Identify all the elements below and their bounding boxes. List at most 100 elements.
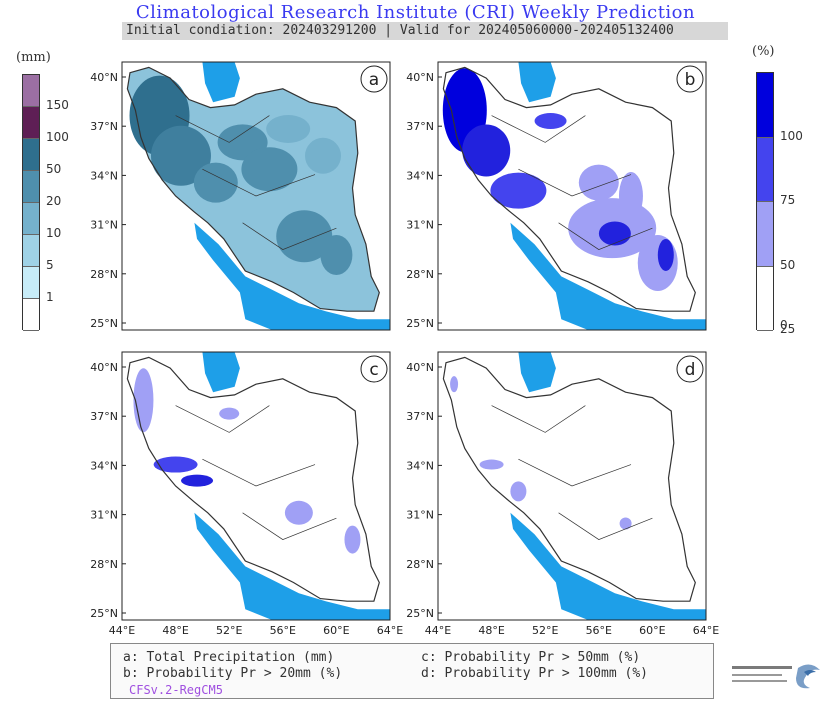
province-border — [491, 405, 586, 433]
lat-tick-label: 28°N — [90, 268, 118, 281]
colorbar-tick-label: 5 — [46, 258, 54, 272]
iran-border — [126, 356, 380, 602]
subtitle-bar: Initial condiation: 202403291200 | Valid… — [122, 22, 728, 40]
subtitle-text: Initial condiation: 202403291200 | Valid… — [126, 23, 674, 38]
probability-blob — [462, 124, 511, 177]
lat-tick-label: 40°N — [90, 71, 118, 84]
lat-tick-label: 40°N — [406, 71, 434, 84]
colorbar-left-unit: (mm) — [16, 50, 51, 65]
legend-box: a: Total Precipitation (mm) b: Probabili… — [110, 643, 714, 699]
probability-blob — [619, 517, 632, 530]
probability-blob — [657, 238, 674, 271]
lat-tick-label: 31°N — [406, 219, 434, 232]
map-frame — [437, 351, 707, 621]
lon-tick-label: 56°E — [270, 624, 296, 637]
lon-tick-label: 52°E — [532, 624, 558, 637]
legend-item-c: c: Probability Pr > 50mm (%) — [421, 650, 641, 665]
map-panel-d: d 40°N 37°N 34°N 31°N 28°N 25°N 44°E 48°E 52°E 56°… — [406, 351, 719, 637]
panel-label: c — [369, 360, 378, 380]
precip-blob — [150, 125, 211, 186]
lon-tick-label: 44°E — [109, 624, 135, 637]
lat-tick-label: 25°N — [90, 607, 118, 620]
lat-tick-label: 31°N — [90, 219, 118, 232]
precip-blob — [266, 115, 311, 143]
province-border — [175, 405, 270, 433]
province-border — [242, 512, 337, 540]
lon-tick-label: 60°E — [639, 624, 665, 637]
colorbar-segment — [23, 75, 39, 107]
iran-border — [442, 356, 696, 602]
map-panel-b: b 40°N 37°N 34°N 31°N 28°N 25°N — [406, 61, 707, 331]
lon-tick-label: 44°E — [425, 624, 451, 637]
precip-blob — [276, 210, 333, 263]
colorbar-segment — [23, 171, 39, 203]
caspian-sea — [518, 352, 556, 393]
lat-tick-label: 40°N — [90, 361, 118, 374]
probability-blob — [284, 500, 313, 525]
colorbar-tick-label: 150 — [46, 98, 69, 112]
probability-blob — [479, 459, 504, 470]
legend-item-a: a: Total Precipitation (mm) — [123, 650, 335, 665]
persian-gulf — [510, 512, 706, 620]
lon-tick-label: 48°E — [478, 624, 504, 637]
caspian-sea — [202, 352, 240, 393]
lat-tick-label: 37°N — [406, 120, 434, 133]
province-border — [558, 222, 653, 250]
lon-tick-label: 56°E — [586, 624, 612, 637]
panel-label-circle — [676, 65, 704, 93]
lat-tick-label: 34°N — [90, 169, 118, 182]
probability-blob — [490, 172, 547, 209]
precip-blob — [193, 162, 238, 203]
iran-border — [442, 66, 696, 312]
colorbar-tick-label: 0 — [780, 318, 788, 332]
probability-blob — [534, 112, 567, 129]
lon-tick-label: 48°E — [162, 624, 188, 637]
colorbar-left — [22, 74, 40, 331]
colorbar-segment — [23, 299, 39, 331]
page-title: Climatological Research Institute (CRI) … — [135, 2, 696, 23]
caspian-sea — [202, 62, 240, 103]
probability-blob — [181, 474, 214, 487]
panel-label: b — [685, 70, 696, 90]
panel-label-circle — [676, 355, 704, 383]
probability-blob — [450, 376, 459, 393]
lon-tick-label: 60°E — [323, 624, 349, 637]
colorbar-segment — [757, 266, 773, 331]
map-figure: a 40°N 37°N 34°N 31°N 28°N 25°N b 40°N 37°N 34°N 31… — [90, 61, 719, 637]
lat-tick-label: 28°N — [406, 268, 434, 281]
colorbar-tick-label: 75 — [780, 193, 796, 207]
caspian-sea — [518, 62, 556, 103]
lat-tick-label: 34°N — [90, 459, 118, 472]
panel-label-circle — [360, 65, 388, 93]
colorbar-right-unit: (%) — [752, 44, 775, 59]
legend-item-d: d: Probability Pr > 100mm (%) — [421, 666, 648, 681]
lon-tick-label: 64°E — [693, 624, 719, 637]
model-name: CFSv.2-RegCM5 — [129, 683, 223, 697]
lon-tick-label: 52°E — [216, 624, 242, 637]
lat-tick-label: 37°N — [90, 120, 118, 133]
colorbar-segment — [23, 139, 39, 171]
colorbar-tick-label: 50 — [46, 162, 62, 176]
colorbar-tick-label: 50 — [780, 257, 796, 272]
panel-label: d — [685, 360, 696, 380]
colorbar-tick-label: 100 — [780, 128, 803, 143]
lat-tick-label: 28°N — [90, 558, 118, 571]
persian-gulf — [194, 222, 390, 330]
lat-tick-label: 34°N — [406, 169, 434, 182]
lat-tick-label: 25°N — [406, 607, 434, 620]
colorbar-segment — [23, 267, 39, 299]
legend-item-b: b: Probability Pr > 20mm (%) — [123, 666, 343, 681]
colorbar-segment — [757, 137, 773, 202]
colorbar-tick-label: 20 — [46, 194, 62, 208]
lat-tick-label: 31°N — [406, 509, 434, 522]
probability-blob — [344, 525, 361, 554]
probability-blob — [133, 368, 154, 433]
probability-blob — [153, 456, 198, 473]
province-border — [558, 512, 653, 540]
colorbar-segment — [23, 235, 39, 267]
lat-tick-label: 34°N — [406, 459, 434, 472]
map-frame — [437, 61, 707, 331]
province-border — [202, 168, 316, 197]
persian-gulf — [510, 222, 706, 330]
province-border — [518, 458, 632, 487]
